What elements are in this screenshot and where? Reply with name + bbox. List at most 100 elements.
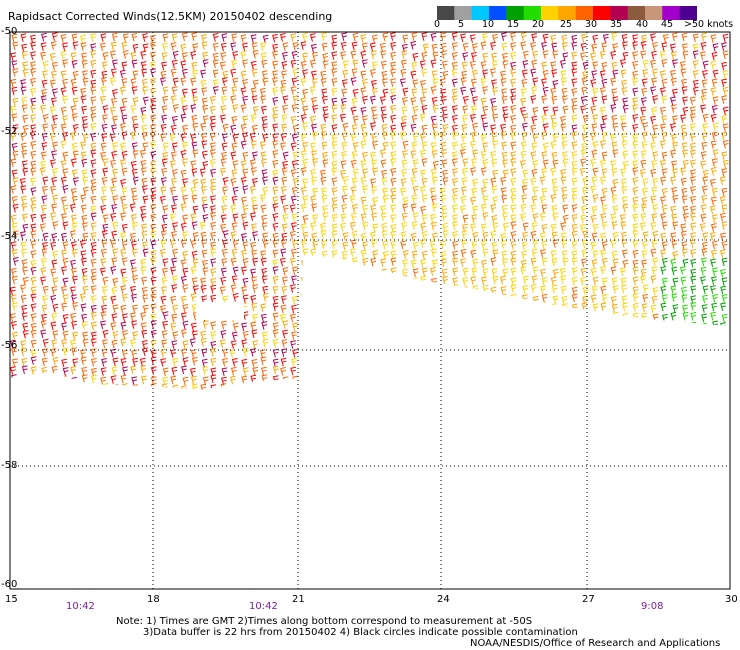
wind-barb: [490, 124, 496, 134]
wind-barb: [202, 320, 209, 329]
wind-barb: [400, 178, 407, 187]
wind-barb: [671, 88, 678, 98]
wind-barb: [690, 169, 696, 178]
wind-barb: [410, 70, 417, 80]
wind-barb: [161, 105, 168, 114]
wind-barb: [352, 59, 359, 69]
wind-barb: [600, 159, 606, 169]
wind-barb: [71, 222, 78, 232]
wind-barb: [552, 212, 559, 222]
wind-barb: [721, 240, 728, 250]
wind-barb: [61, 358, 68, 368]
wind-barb: [541, 78, 547, 87]
wind-barb: [681, 32, 688, 42]
wind-barb: [331, 250, 338, 259]
wind-barb: [112, 304, 119, 314]
wind-barb: [120, 338, 127, 347]
wind-barb: [532, 77, 539, 87]
wind-barb: [111, 150, 117, 160]
wind-barb: [642, 178, 649, 187]
wind-barb: [382, 88, 389, 98]
wind-barb: [590, 105, 597, 115]
wind-barb: [460, 86, 467, 96]
wind-barb: [690, 249, 696, 258]
wind-barb: [371, 87, 378, 97]
wind-barb: [350, 239, 357, 249]
wind-barb: [69, 203, 76, 213]
wind-barb: [39, 167, 46, 176]
wind-barb: [200, 69, 206, 79]
wind-barb: [231, 116, 238, 125]
wind-barb: [122, 366, 128, 376]
wind-barb: [482, 69, 488, 79]
wind-barb: [542, 106, 549, 116]
wind-barb: [202, 366, 209, 375]
wind-barb: [571, 151, 578, 160]
wind-barb: [292, 68, 299, 78]
wind-barb: [251, 359, 258, 368]
legend-swatch: [662, 6, 681, 20]
wind-barb: [431, 176, 438, 186]
wind-barb: [210, 367, 217, 377]
wind-barb: [180, 113, 187, 123]
wind-barb: [230, 231, 237, 240]
wind-barb: [102, 276, 109, 286]
wind-barb: [462, 42, 469, 52]
wind-barb: [280, 79, 287, 89]
wind-barb: [370, 50, 377, 59]
wind-barb: [452, 221, 458, 230]
wind-barb: [60, 232, 67, 242]
wind-barb: [250, 295, 257, 304]
wind-barb: [160, 186, 167, 196]
wind-barb: [539, 232, 546, 241]
wind-barb: [510, 95, 517, 104]
wind-barb: [162, 205, 169, 214]
wind-barb: [20, 347, 27, 357]
wind-barb: [342, 232, 349, 241]
wind-barb: [682, 96, 688, 106]
wind-barb: [670, 258, 677, 268]
wind-barb: [110, 322, 117, 331]
wind-barb: [331, 34, 338, 44]
wind-barb: [10, 321, 17, 330]
wind-barb: [400, 122, 407, 131]
wind-barb: [251, 329, 258, 339]
wind-barb: [250, 34, 257, 43]
wind-barb: [510, 168, 517, 177]
wind-barb: [390, 32, 396, 41]
wind-barb: [531, 86, 538, 95]
wind-barb: [510, 231, 517, 240]
wind-barb: [140, 167, 147, 176]
wind-barb: [692, 86, 699, 96]
wind-barb: [260, 42, 267, 51]
wind-barb: [170, 42, 177, 51]
wind-barb: [282, 160, 288, 170]
wind-barb: [462, 52, 469, 61]
wind-barb: [480, 187, 487, 196]
wind-barb: [209, 158, 216, 168]
wind-barb: [571, 204, 578, 213]
wind-barb: [601, 95, 608, 105]
wind-barb: [701, 32, 707, 42]
wind-barb: [660, 302, 667, 312]
wind-barb: [150, 51, 156, 61]
wind-barb: [131, 142, 138, 151]
wind-barb: [290, 248, 297, 258]
wind-barb: [20, 142, 27, 152]
wind-barb: [552, 268, 559, 278]
wind-barb: [221, 205, 228, 214]
wind-barb: [242, 294, 249, 304]
wind-barb: [592, 61, 599, 70]
wind-barb: [140, 213, 147, 222]
wind-barb: [342, 241, 349, 251]
legend-swatch: [541, 6, 559, 20]
wind-barb: [262, 77, 269, 87]
wind-barb: [491, 185, 498, 195]
legend-label-50-knots: >50 knots: [684, 19, 734, 30]
wind-barb: [162, 86, 169, 96]
wind-barb: [22, 114, 29, 124]
wind-barb: [150, 131, 157, 140]
wind-barb: [482, 142, 489, 151]
wind-barb: [189, 367, 196, 377]
wind-barb: [132, 176, 139, 186]
